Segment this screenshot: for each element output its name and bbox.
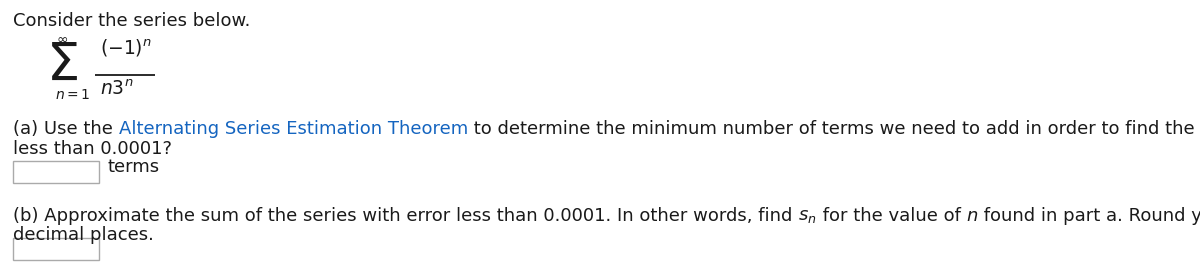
Text: $s_n$: $s_n$ [798, 207, 817, 225]
Text: found in part a. Round your answer to 4: found in part a. Round your answer to 4 [978, 207, 1200, 225]
Text: terms: terms [107, 158, 160, 176]
Text: $\infty$: $\infty$ [56, 32, 68, 46]
Text: $n$: $n$ [966, 207, 978, 225]
Text: $(-1)^n$: $(-1)^n$ [100, 38, 152, 59]
Text: less than 0.0001?: less than 0.0001? [13, 140, 172, 158]
Text: to determine the minimum number of terms we need to add in order to find the sum: to determine the minimum number of terms… [468, 120, 1200, 138]
Text: $\Sigma$: $\Sigma$ [46, 40, 78, 92]
Text: decimal places.: decimal places. [13, 226, 154, 244]
Text: Alternating Series Estimation Theorem: Alternating Series Estimation Theorem [119, 120, 468, 138]
Text: (a) Use the: (a) Use the [13, 120, 119, 138]
Text: (b) Approximate the sum of the series with error less than 0.0001. In other word: (b) Approximate the sum of the series wi… [13, 207, 798, 225]
Text: Consider the series below.: Consider the series below. [13, 12, 251, 30]
Text: $n=1$: $n=1$ [55, 88, 90, 102]
Text: for the value of: for the value of [817, 207, 966, 225]
Text: $n3^n$: $n3^n$ [100, 80, 133, 99]
